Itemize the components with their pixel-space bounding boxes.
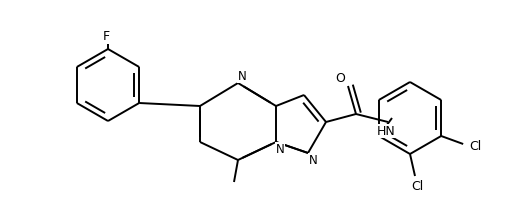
Text: N: N [238,69,246,83]
Text: HN: HN [376,125,395,137]
Text: Cl: Cl [469,139,481,153]
Text: N: N [309,153,318,166]
Text: F: F [103,30,110,44]
Text: Cl: Cl [411,180,423,192]
Text: O: O [335,71,345,85]
Text: N: N [276,143,284,155]
